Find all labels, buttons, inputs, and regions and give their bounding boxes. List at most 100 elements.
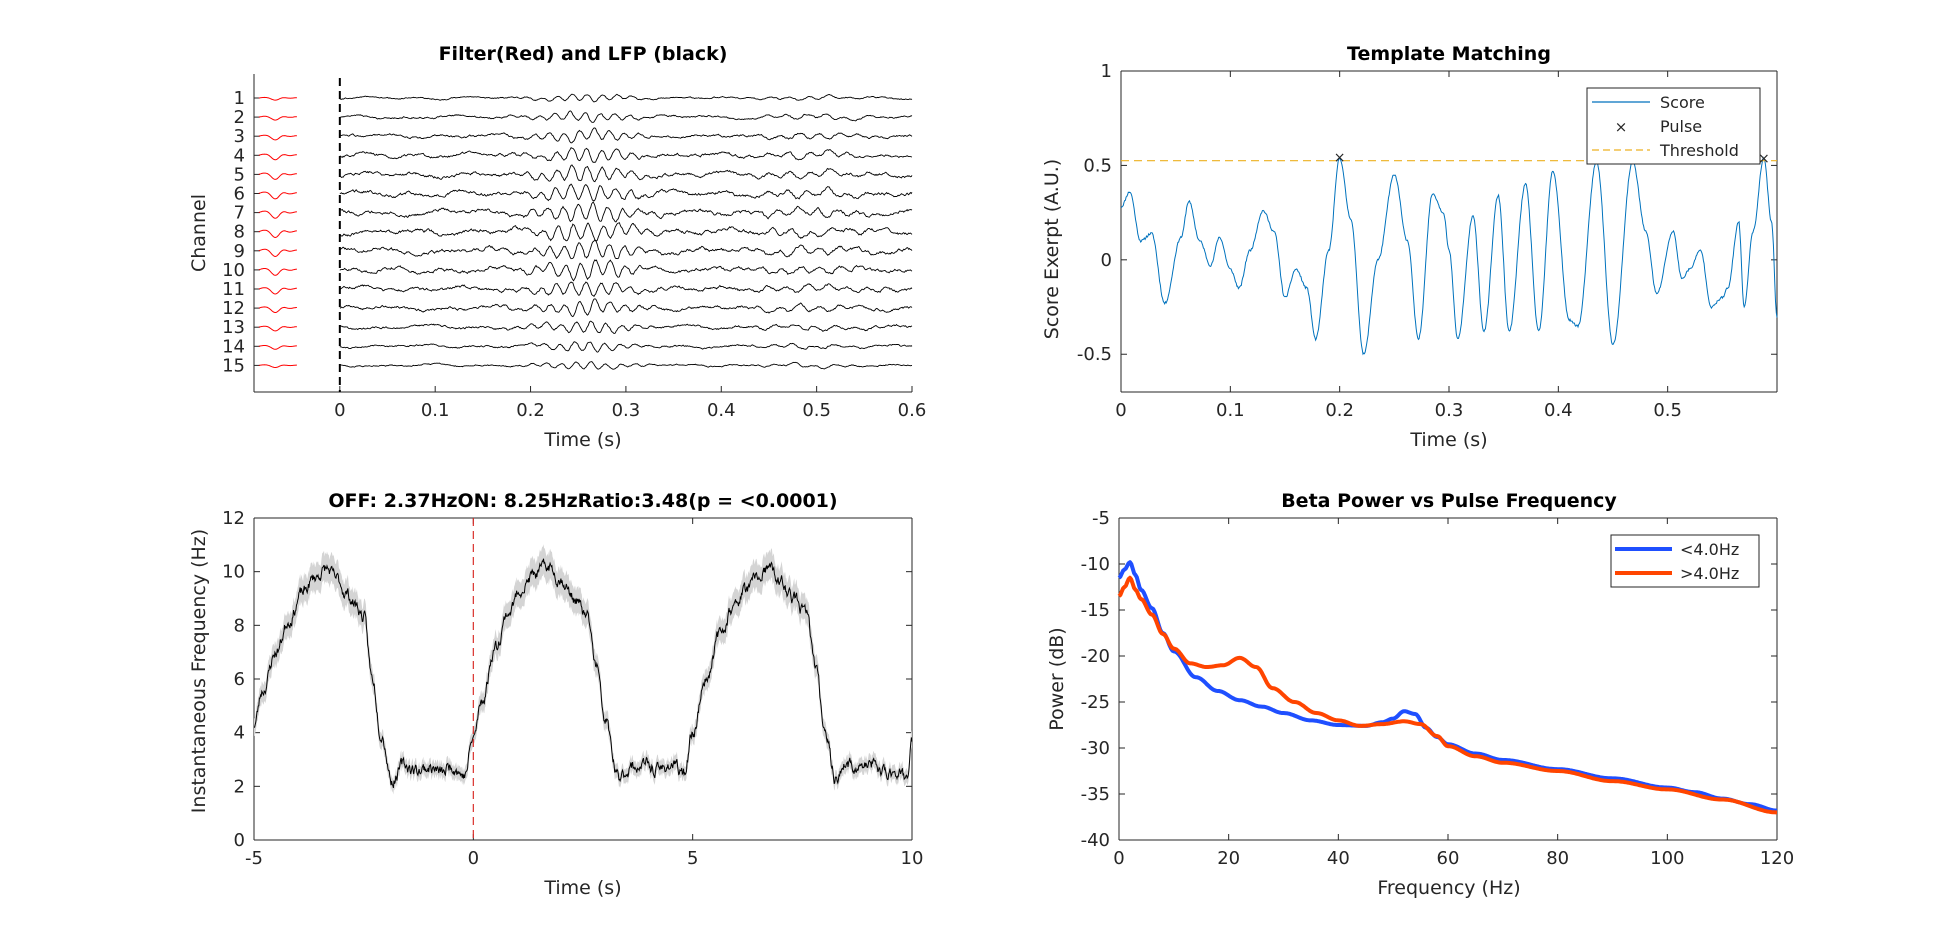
p4-ytick-label: -5 <box>1092 508 1110 529</box>
p4-series-high <box>1117 575 1778 815</box>
p1-filter-trace <box>258 115 297 121</box>
p2-legend-box <box>1586 87 1761 165</box>
p4-xlabel: Frequency (Hz) <box>1377 877 1520 899</box>
p3-ytick-label: 6 <box>234 669 245 690</box>
p4-plot-area: 0 20 40 60 80 100 120 -40 -35 -30 -25 -20 -15 -10 -5 <box>1081 508 1795 869</box>
p4-ytick-label: -25 <box>1081 692 1110 713</box>
p1-channel-label: 12 <box>222 298 245 319</box>
p1-xtick-label: 0 <box>334 400 345 421</box>
p3-title: OFF: 2.37HzON: 8.25HzRatio:3.48(p = <0.0… <box>328 490 837 512</box>
p4-ytick-label: -30 <box>1081 738 1110 759</box>
p1-filter-trace <box>258 325 297 332</box>
p4-xtick-label: 40 <box>1327 848 1350 869</box>
p1-channel-label: 14 <box>222 336 245 357</box>
p4-xtick-label: 20 <box>1217 848 1240 869</box>
p1-channel-label: 8 <box>234 222 245 243</box>
p1-channel-label: 13 <box>222 317 245 338</box>
p2-xtick-label: 0.2 <box>1325 400 1354 421</box>
p1-channel-label: 9 <box>234 241 245 262</box>
p1-lfp-trace <box>339 147 913 164</box>
p3-ytick-label: 4 <box>234 723 245 744</box>
p1-channel-label: 6 <box>234 184 245 205</box>
p2-xtick-label: 0 <box>1115 400 1126 421</box>
p4-xtick-label: 0 <box>1113 848 1124 869</box>
p3-xtick-label: 0 <box>468 848 479 869</box>
p2-pulse-marker: × <box>1758 151 1770 167</box>
p1-lfp-trace <box>339 110 913 123</box>
panel-template-matching: Template Matching 0 0.1 0.2 0.3 0.4 0.5-0.500… <box>1041 43 1778 451</box>
p3-ylabel: Instantaneous Frequency (Hz) <box>188 529 210 813</box>
p1-lfp-trace <box>339 222 913 242</box>
p1-lfp-trace <box>339 341 913 353</box>
p2-legend-score-label: Score <box>1660 93 1705 112</box>
p4-xtick-label: 120 <box>1760 848 1794 869</box>
p4-xtick-label: 60 <box>1437 848 1460 869</box>
p1-lfp-trace <box>339 361 913 370</box>
p1-channel-label: 15 <box>222 355 245 376</box>
p1-channel-label: 2 <box>234 107 245 128</box>
panel-instantaneous-frequency: OFF: 2.37HzON: 8.25HzRatio:3.48(p = <0.0… <box>188 490 923 899</box>
p3-xtick-label: -5 <box>245 848 263 869</box>
p1-channel-label: 3 <box>234 126 245 147</box>
p1-channel-label: 5 <box>234 164 245 185</box>
p4-ytick-label: -20 <box>1081 646 1110 667</box>
p1-xtick-label: 0.6 <box>898 400 927 421</box>
p1-xtick-label: 0.4 <box>707 400 736 421</box>
p3-mean-line <box>253 558 913 789</box>
p1-filter-trace <box>258 268 297 276</box>
p1-filter-trace <box>258 287 297 295</box>
p3-xtick-label: 10 <box>901 848 924 869</box>
p1-channel-label: 4 <box>234 145 245 166</box>
p2-legend-threshold-label: Threshold <box>1659 141 1739 160</box>
p2-plot-area: 0 0.1 0.2 0.3 0.4 0.5 -0.5 0 0.5 1 × × <box>1077 61 1778 421</box>
p4-ytick-label: -35 <box>1081 784 1110 805</box>
p1-lfp-trace <box>339 183 913 202</box>
p1-channel-label: 11 <box>222 279 245 300</box>
p2-xtick-label: 0.3 <box>1435 400 1464 421</box>
p2-ylabel: Score Exerpt (A.U.) <box>1041 159 1063 339</box>
p1-ylabel: Channel <box>188 194 210 272</box>
p1-xtick-label: 0.5 <box>802 400 831 421</box>
p3-xtick-label: 5 <box>687 848 698 869</box>
p1-lfp-trace <box>339 127 913 144</box>
p1-channel-label: 1 <box>234 88 245 109</box>
p2-xtick-label: 0.1 <box>1216 400 1245 421</box>
p2-legend-pulse-swatch: × <box>1615 118 1628 136</box>
p3-xlabel: Time (s) <box>543 877 621 899</box>
p1-xlabel: Time (s) <box>543 429 621 451</box>
p4-title: Beta Power vs Pulse Frequency <box>1281 490 1617 512</box>
p4-ylabel: Power (dB) <box>1046 627 1068 730</box>
p2-pulse-marker: × <box>1334 150 1346 166</box>
p1-filter-trace <box>258 364 297 368</box>
p2-xtick-label: 0.4 <box>1544 400 1573 421</box>
p1-filter-trace <box>258 210 297 219</box>
p1-filter-trace <box>258 248 297 258</box>
p1-lfp-trace <box>339 298 913 318</box>
p1-filter-trace <box>258 172 297 180</box>
p2-legend-pulse-label: Pulse <box>1660 117 1702 136</box>
p2-title: Template Matching <box>1347 43 1551 65</box>
p2-xtick-label: 0.5 <box>1653 400 1682 421</box>
p2-ytick-label: 0 <box>1101 250 1112 271</box>
p1-filter-trace <box>258 191 297 200</box>
p1-filter-trace <box>258 306 297 313</box>
p3-ytick-label: 12 <box>222 508 245 529</box>
p3-ytick-label: 10 <box>222 562 245 583</box>
p4-ytick-label: -15 <box>1081 600 1110 621</box>
p2-ytick-label: 0.5 <box>1083 155 1112 176</box>
p2-ytick-label: 1 <box>1101 61 1112 82</box>
p1-channel-label: 10 <box>222 260 245 281</box>
p4-legend: <4.0Hz >4.0Hz <box>1610 534 1760 588</box>
panel-beta-power: Beta Power vs Pulse Frequency 0 20 40 60 80 1… <box>1046 490 1794 899</box>
p1-xtick-label: 0.3 <box>612 400 641 421</box>
p4-xtick-label: 100 <box>1650 848 1684 869</box>
p1-lfp-trace <box>339 93 913 103</box>
p1-filter-trace <box>258 134 297 141</box>
p4-ytick-label: -10 <box>1081 554 1110 575</box>
p3-ytick-label: 8 <box>234 615 245 636</box>
p3-confidence-band <box>254 544 912 795</box>
p1-title: Filter(Red) and LFP (black) <box>439 43 728 65</box>
